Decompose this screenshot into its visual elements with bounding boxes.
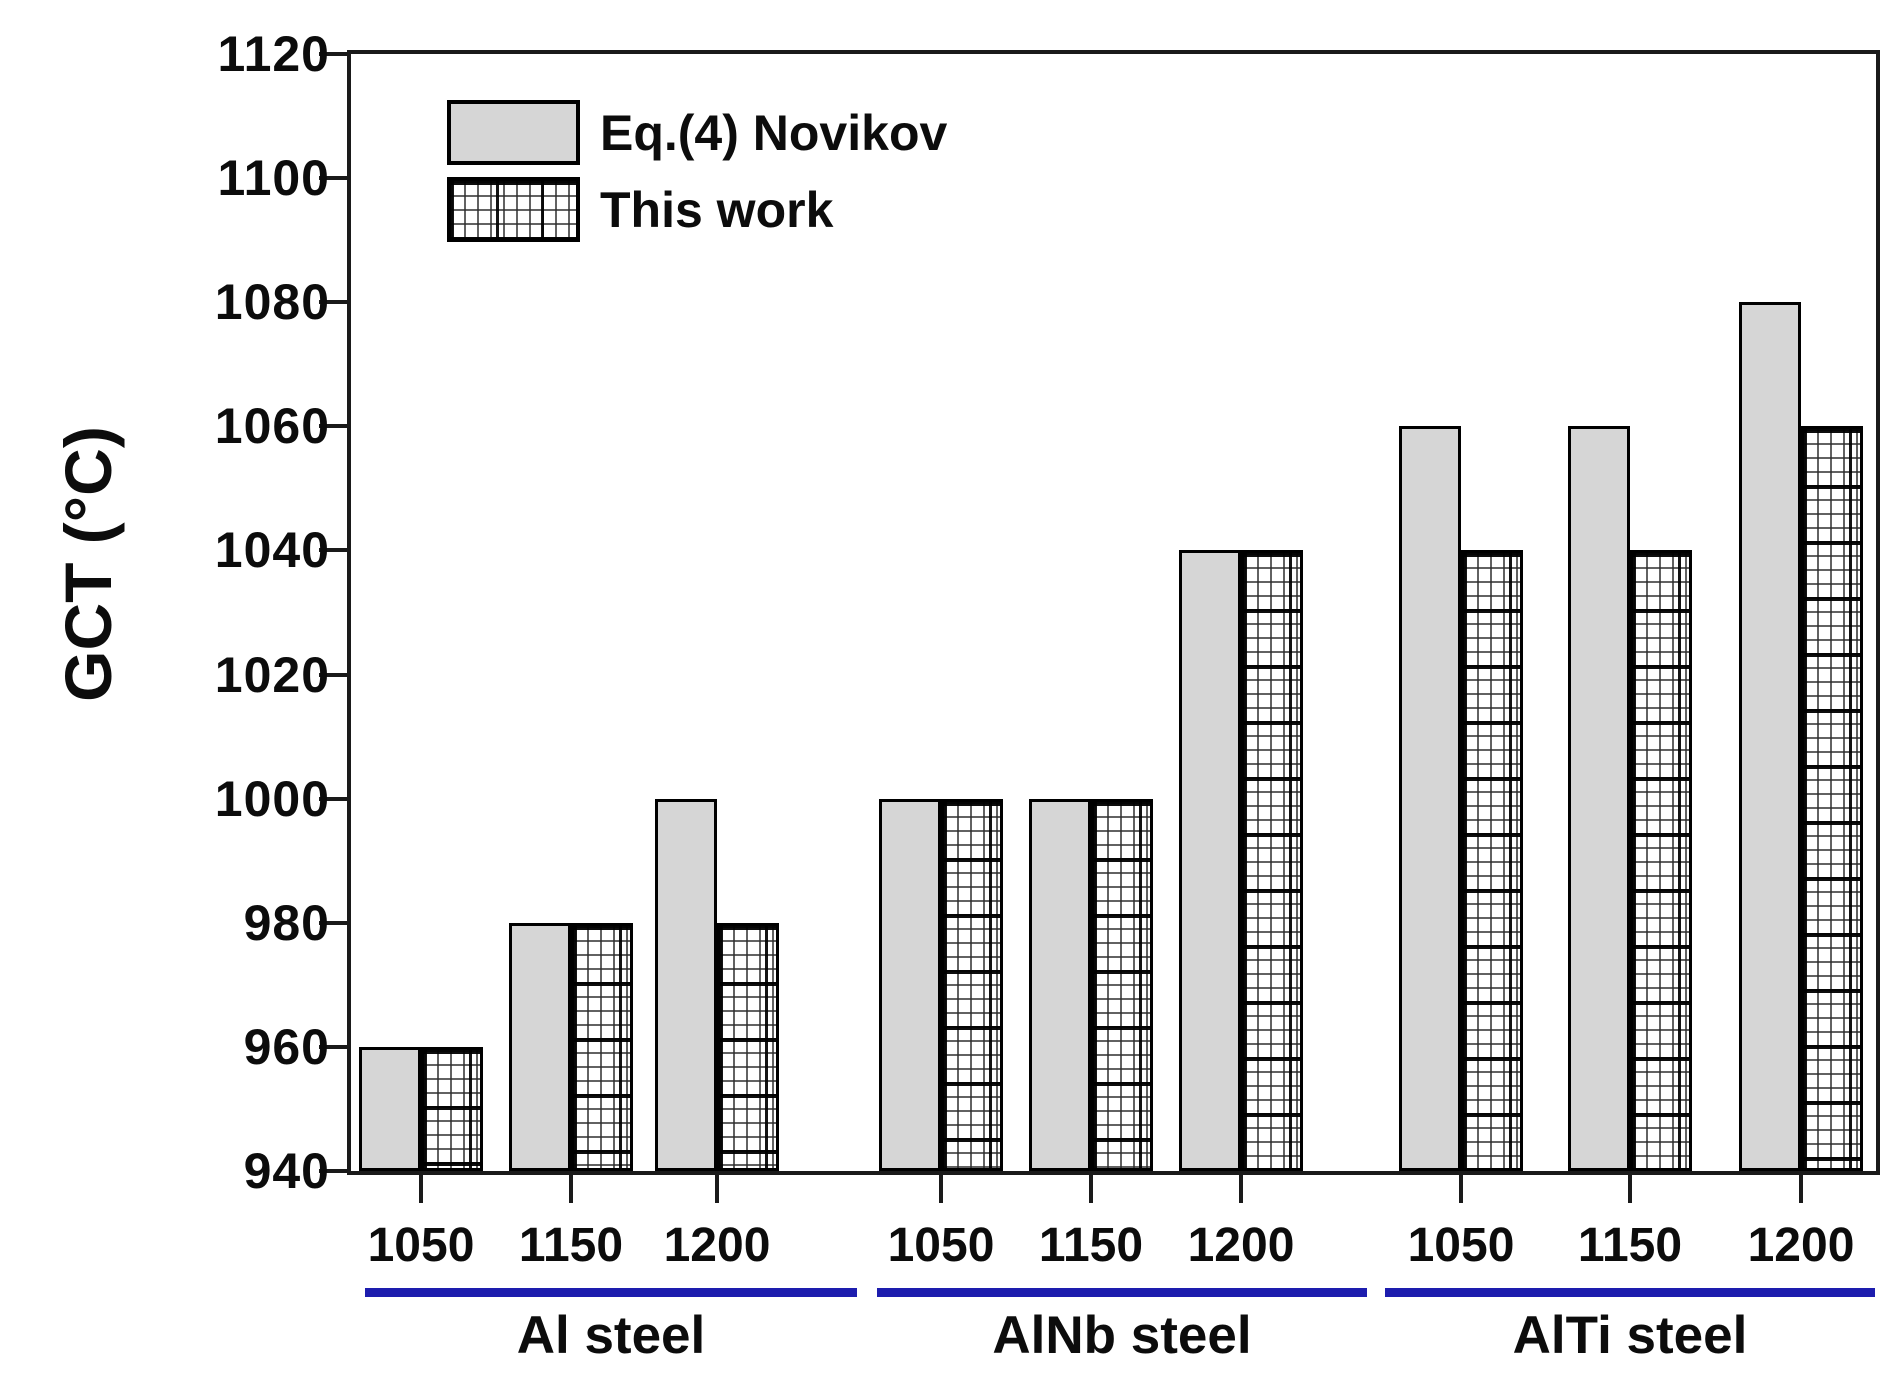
x-axis-tick-alnb-steel-1150 — [1089, 1175, 1093, 1203]
x-axis-tick-label-al-steel-1200: 1200 — [663, 1219, 771, 1272]
y-axis-tick-960 — [319, 1044, 347, 1049]
bar-this-work-alti-steel-1200 — [1801, 426, 1863, 1171]
bar-this-work-al-steel-1150 — [571, 922, 633, 1171]
x-axis-tick-label-alnb-steel-1050: 1050 — [887, 1219, 995, 1272]
x-axis-tick-label-alti-steel-1150: 1150 — [1577, 1219, 1683, 1272]
x-axis-tick-alnb-steel-1200 — [1239, 1175, 1243, 1203]
legend-label-this-work: This work — [600, 182, 834, 238]
group-underline-alnb-steel — [877, 1288, 1367, 1297]
group-underline-alti-steel — [1385, 1288, 1875, 1297]
y-axis-tick-1040 — [319, 548, 347, 553]
y-axis-tick-1120 — [319, 52, 347, 56]
legend-swatch-novikov — [447, 100, 580, 165]
y-axis-tick-label-960: 960 — [243, 1018, 330, 1075]
y-axis-title: GCT (°C) — [51, 426, 125, 702]
y-axis-tick-label-980: 980 — [243, 894, 330, 951]
bar-this-work-al-steel-1200 — [717, 922, 779, 1171]
y-axis-tick-label-1120: 1120 — [217, 26, 330, 82]
legend-label-novikov: Eq.(4) Novikov — [600, 105, 948, 161]
group-label-alti-steel: AlTi steel — [1512, 1306, 1748, 1365]
y-axis-tick-1020 — [319, 672, 347, 677]
bar-novikov-al-steel-1150 — [509, 922, 571, 1171]
y-axis-tick-940 — [319, 1169, 347, 1173]
bar-novikov-alnb-steel-1200 — [1179, 550, 1241, 1171]
y-axis-tick-label-1020: 1020 — [214, 646, 330, 703]
y-axis-tick-label-940: 940 — [243, 1143, 330, 1199]
bar-novikov-alnb-steel-1150 — [1029, 798, 1091, 1171]
x-axis-tick-al-steel-1150 — [569, 1175, 573, 1203]
y-axis-tick-label-1060: 1060 — [214, 398, 330, 455]
bar-novikov-alti-steel-1050 — [1399, 426, 1461, 1171]
bar-this-work-al-steel-1050 — [421, 1046, 483, 1171]
y-axis-tick-1080 — [319, 300, 347, 305]
y-axis-tick-1000 — [319, 796, 347, 801]
x-axis-tick-al-steel-1200 — [715, 1175, 719, 1203]
x-axis-tick-alti-steel-1200 — [1799, 1175, 1803, 1203]
x-axis-tick-alti-steel-1150 — [1628, 1175, 1632, 1203]
bar-novikov-alnb-steel-1050 — [879, 798, 941, 1171]
x-axis-tick-label-alti-steel-1050: 1050 — [1407, 1219, 1515, 1272]
y-axis-tick-label-1080: 1080 — [214, 274, 330, 331]
bar-novikov-al-steel-1200 — [655, 798, 717, 1171]
x-axis-tick-label-alnb-steel-1200: 1200 — [1187, 1219, 1295, 1272]
bar-this-work-alnb-steel-1150 — [1091, 798, 1153, 1171]
y-axis-tick-label-1000: 1000 — [214, 770, 330, 827]
y-axis-tick-980 — [319, 920, 347, 925]
bar-this-work-alti-steel-1050 — [1461, 550, 1523, 1171]
x-axis-tick-label-alti-steel-1200: 1200 — [1747, 1219, 1855, 1272]
bar-novikov-alti-steel-1150 — [1568, 426, 1630, 1171]
x-axis-tick-label-alnb-steel-1150: 1150 — [1038, 1219, 1144, 1272]
x-axis-tick-label-al-steel-1150: 1150 — [518, 1219, 624, 1272]
y-axis-tick-1100 — [319, 176, 347, 181]
x-axis-tick-label-al-steel-1050: 1050 — [367, 1219, 475, 1272]
bar-this-work-alti-steel-1150 — [1630, 550, 1692, 1171]
x-axis-tick-alnb-steel-1050 — [939, 1175, 943, 1203]
group-label-al-steel: Al steel — [516, 1306, 706, 1365]
bar-this-work-alnb-steel-1200 — [1241, 550, 1303, 1171]
y-axis-tick-label-1100: 1100 — [217, 150, 330, 207]
x-axis-tick-al-steel-1050 — [419, 1175, 423, 1203]
legend-swatch-this-work — [447, 177, 580, 242]
group-underline-al-steel — [365, 1288, 857, 1297]
bar-novikov-al-steel-1050 — [359, 1046, 421, 1171]
x-axis-tick-alti-steel-1050 — [1459, 1175, 1463, 1203]
y-axis-tick-label-1040: 1040 — [214, 522, 330, 579]
group-label-alnb-steel: AlNb steel — [992, 1306, 1252, 1365]
y-axis-tick-1060 — [319, 424, 347, 429]
bar-this-work-alnb-steel-1050 — [941, 798, 1003, 1171]
bar-novikov-alti-steel-1200 — [1739, 302, 1801, 1171]
